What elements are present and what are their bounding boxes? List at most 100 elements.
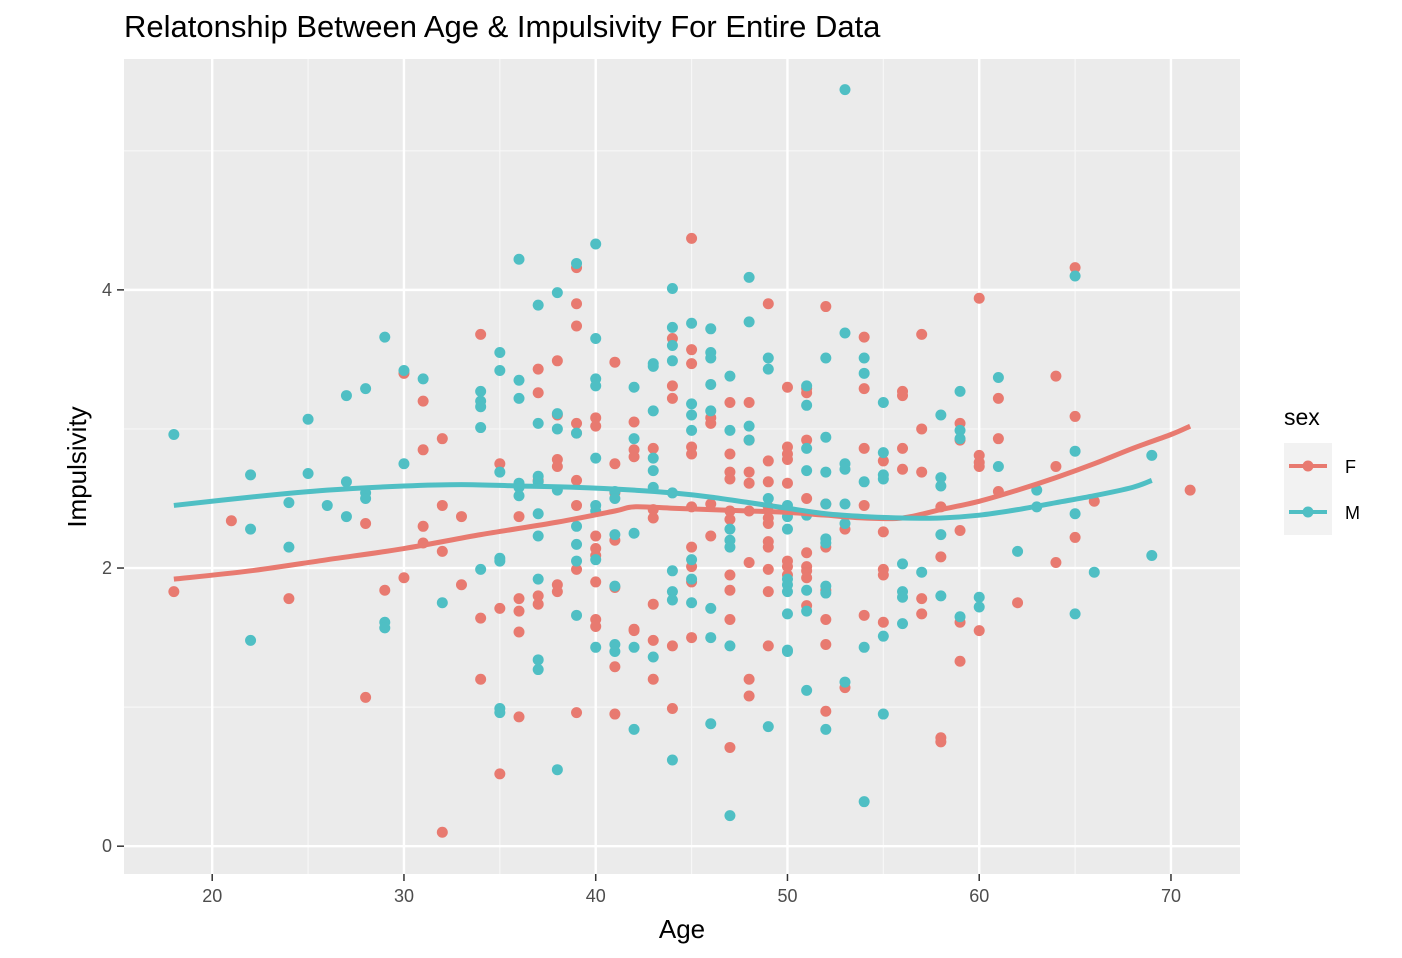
- point-M: [935, 590, 947, 602]
- point-F: [455, 511, 467, 523]
- point-F: [513, 511, 525, 523]
- point-M: [916, 566, 928, 578]
- point-M: [647, 452, 659, 464]
- point-M: [436, 597, 448, 609]
- point-F: [992, 392, 1004, 404]
- point-M: [590, 452, 602, 464]
- point-M: [379, 331, 391, 343]
- point-M: [801, 605, 813, 617]
- point-M: [494, 365, 506, 377]
- point-F: [705, 498, 717, 510]
- point-M: [666, 282, 678, 294]
- point-M: [839, 84, 851, 96]
- point-M: [877, 447, 889, 459]
- point-F: [743, 673, 755, 685]
- point-M: [743, 271, 755, 283]
- point-F: [743, 466, 755, 478]
- point-M: [245, 634, 257, 646]
- chart-title: Relatonship Between Age & Impulsivity Fo…: [124, 9, 881, 44]
- point-F: [647, 673, 659, 685]
- point-M: [532, 508, 544, 520]
- point-M: [743, 420, 755, 432]
- point-F: [686, 448, 698, 460]
- point-F: [551, 355, 563, 367]
- point-M: [647, 360, 659, 372]
- point-M: [666, 754, 678, 766]
- x-tick-label: 70: [1161, 886, 1181, 906]
- point-M: [590, 333, 602, 345]
- point-M: [992, 461, 1004, 472]
- point-M: [1069, 508, 1081, 520]
- point-M: [724, 640, 736, 652]
- point-F: [897, 463, 909, 475]
- point-M: [609, 529, 621, 541]
- point-M: [762, 721, 774, 733]
- point-M: [858, 476, 870, 488]
- point-M: [321, 499, 333, 511]
- point-M: [609, 580, 621, 592]
- point-F: [686, 632, 698, 644]
- point-F: [1050, 461, 1062, 472]
- point-F: [571, 563, 583, 575]
- point-F: [801, 434, 813, 446]
- point-F: [820, 301, 832, 313]
- point-F: [609, 356, 621, 368]
- legend-title: sex: [1284, 404, 1320, 430]
- point-F: [935, 736, 947, 748]
- point-M: [897, 558, 909, 570]
- point-M: [245, 523, 257, 535]
- point-M: [705, 405, 717, 417]
- point-F: [436, 499, 448, 511]
- point-M: [705, 323, 717, 335]
- point-F: [686, 541, 698, 553]
- point-M: [724, 424, 736, 436]
- point-M: [801, 584, 813, 596]
- point-F: [475, 328, 487, 340]
- point-F: [475, 673, 487, 685]
- point-F: [225, 515, 237, 527]
- point-M: [628, 433, 640, 445]
- point-M: [1146, 550, 1158, 562]
- point-M: [743, 434, 755, 446]
- point-M: [973, 601, 985, 613]
- point-M: [360, 383, 372, 395]
- x-tick-label: 40: [586, 886, 606, 906]
- point-F: [590, 420, 602, 432]
- point-F: [532, 363, 544, 375]
- point-F: [417, 395, 429, 407]
- point-M: [494, 466, 506, 478]
- point-F: [571, 474, 583, 486]
- point-M: [801, 380, 813, 392]
- point-F: [724, 613, 736, 625]
- point-M: [954, 385, 966, 397]
- point-F: [551, 461, 563, 472]
- point-M: [858, 796, 870, 808]
- point-M: [1088, 566, 1100, 578]
- point-F: [743, 397, 755, 409]
- point-F: [781, 477, 793, 489]
- legend: sex F M: [1284, 404, 1360, 535]
- point-F: [724, 569, 736, 581]
- point-M: [571, 538, 583, 550]
- point-F: [455, 579, 467, 591]
- point-F: [877, 616, 889, 628]
- point-F: [532, 590, 544, 602]
- point-M: [705, 352, 717, 364]
- point-M: [762, 492, 774, 504]
- point-M: [666, 565, 678, 577]
- point-M: [647, 651, 659, 663]
- point-M: [897, 618, 909, 630]
- point-M: [801, 399, 813, 411]
- point-F: [743, 556, 755, 568]
- point-F: [360, 518, 372, 530]
- point-M: [494, 707, 506, 719]
- point-F: [877, 526, 889, 538]
- y-tick-label: 4: [102, 280, 112, 300]
- point-M: [686, 554, 698, 566]
- point-M: [877, 708, 889, 720]
- point-M: [590, 238, 602, 250]
- point-F: [762, 563, 774, 575]
- point-M: [513, 490, 525, 502]
- y-tick-label: 0: [102, 836, 112, 856]
- legend-key-dot-M: [1302, 506, 1314, 518]
